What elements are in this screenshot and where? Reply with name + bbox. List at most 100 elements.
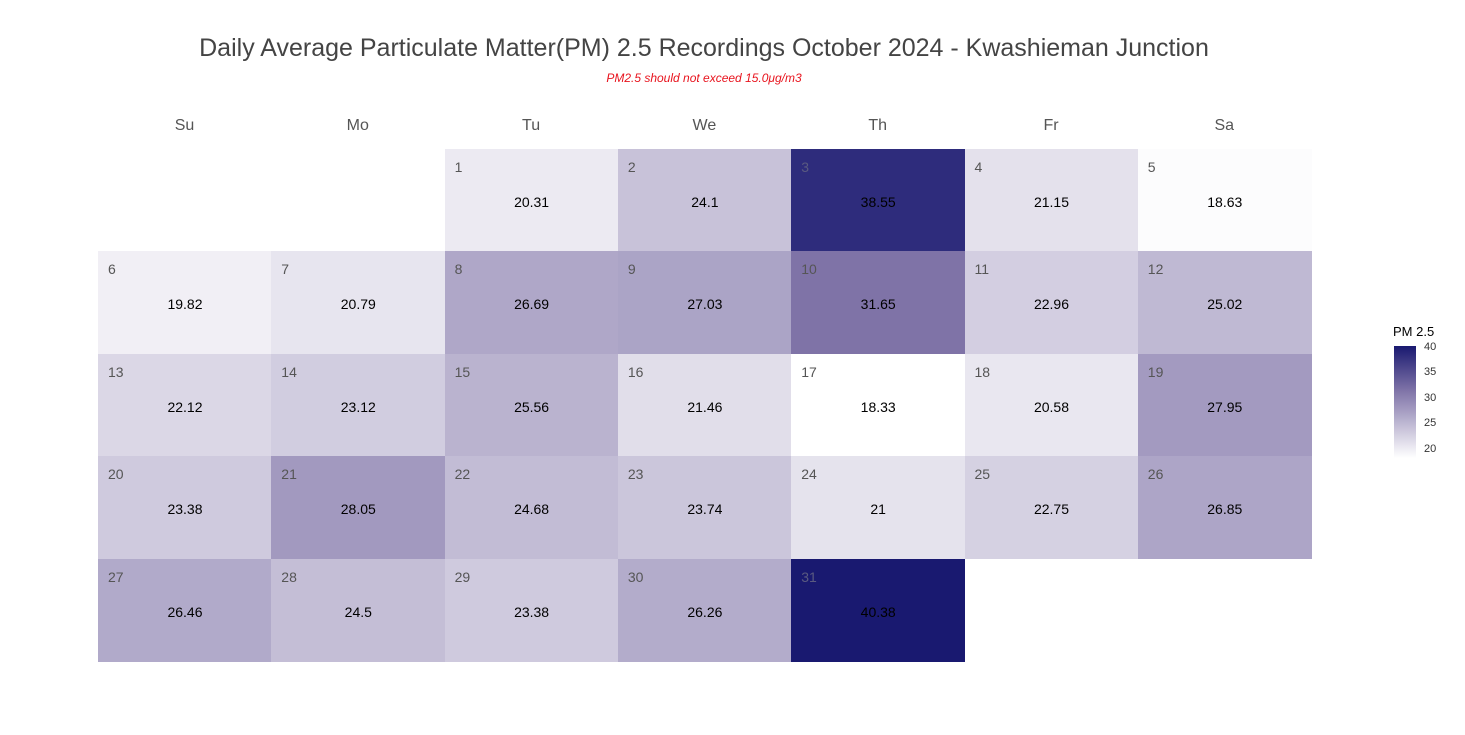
day-number: 5	[1147, 159, 1156, 175]
pm25-value-label: 31.65	[860, 296, 896, 313]
day-cell: 6 19.82	[98, 251, 272, 355]
pm25-value-label: 26.85	[1207, 501, 1243, 518]
day-number: 22	[454, 466, 471, 483]
day-number: 4	[974, 159, 983, 175]
pm25-value-label: 18.63	[1207, 194, 1243, 210]
day-cell: 14 23.12	[271, 353, 446, 457]
pm25-value-label: 24.1	[691, 194, 719, 210]
day-cell: 18 20.58	[964, 353, 1139, 457]
pm25-value-label: 22.12	[167, 398, 203, 415]
chart-subtitle: PM2.5 should not exceed 15.0μg/m3	[606, 71, 802, 85]
day-number: 23	[627, 466, 644, 483]
legend-tick-label: 30	[1424, 391, 1437, 404]
day-number: 1	[454, 159, 463, 175]
pm25-value-label: 26.69	[514, 296, 550, 313]
day-cell: 9 27.03	[617, 251, 792, 355]
day-number: 27	[108, 568, 124, 585]
pm25-value-label: 23.12	[340, 398, 376, 415]
pm25-value-label: 27.95	[1207, 398, 1243, 415]
day-number: 13	[108, 363, 124, 380]
day-cell: 24 21	[791, 456, 966, 560]
day-number: 18	[974, 363, 991, 380]
pm25-value-label: 24.5	[344, 603, 372, 620]
day-cell: 1 20.31	[444, 149, 619, 252]
day-number: 6	[108, 261, 116, 278]
day-number: 2	[627, 159, 636, 175]
weekday-label: Mo	[346, 117, 369, 134]
day-number: 26	[1147, 466, 1164, 483]
day-number: 7	[281, 261, 290, 278]
day-cell: 3 38.55	[791, 149, 966, 252]
pm25-value-label: 20.31	[514, 194, 550, 210]
pm25-value-label: 21	[870, 501, 886, 518]
pm25-value-label: 22.75	[1033, 501, 1070, 518]
day-cell: 22 24.68	[444, 456, 619, 560]
weekday-label: Sa	[1214, 117, 1235, 134]
day-cell: 30 26.26	[617, 558, 792, 662]
day-cell: 7 20.79	[271, 251, 446, 355]
day-number: 3	[801, 159, 809, 175]
pm25-value-label: 20.58	[1033, 398, 1070, 415]
pm25-value-label: 21.46	[687, 398, 723, 415]
day-cell: 17 18.33	[791, 353, 966, 457]
day-number: 14	[281, 363, 297, 380]
day-number: 15	[454, 363, 471, 380]
day-cell: 29 23.38	[444, 558, 619, 662]
pm25-value-label: 28.05	[340, 501, 376, 518]
day-cell: 28 24.5	[271, 558, 446, 662]
day-cell: 26 26.85	[1137, 456, 1312, 560]
pm25-value-label: 25.56	[514, 398, 550, 415]
weekday-label: Fr	[1043, 117, 1059, 134]
day-number: 25	[974, 466, 991, 483]
day-number: 9	[627, 261, 636, 278]
day-cell: 27 26.46	[98, 558, 272, 662]
pm25-value-label: 18.33	[860, 398, 896, 415]
day-number: 28	[281, 568, 297, 585]
day-cell: 2 24.1	[617, 149, 792, 252]
weekday-label: Th	[868, 117, 888, 134]
pm25-value-label: 21.15	[1033, 194, 1070, 210]
day-number: 16	[627, 363, 644, 380]
day-cell: 20 23.38	[98, 456, 272, 560]
legend-tick-label: 25	[1424, 417, 1437, 430]
pm25-value-label: 25.02	[1207, 296, 1243, 313]
day-cell: 13 22.12	[98, 353, 272, 457]
day-cell: 4 21.15	[964, 149, 1139, 252]
day-cell: 11 22.96	[964, 251, 1139, 355]
pm25-value-label: 23.38	[514, 603, 550, 620]
day-cell: 10 31.65	[791, 251, 966, 355]
day-number: 21	[281, 466, 297, 483]
day-cell: 25 22.75	[964, 456, 1139, 560]
day-number: 8	[454, 261, 463, 278]
pm25-value-label: 27.03	[687, 296, 723, 313]
pm25-value-label: 23.74	[687, 501, 723, 518]
chart-title: Daily Average Particulate Matter(PM) 2.5…	[199, 34, 1209, 62]
day-number: 31	[801, 568, 817, 585]
day-number: 19	[1147, 363, 1164, 380]
weekday-label: We	[692, 117, 717, 134]
day-number: 20	[108, 466, 124, 483]
day-cell: 31 40.38	[791, 558, 966, 662]
day-number: 29	[454, 568, 471, 585]
day-cell: 16 21.46	[617, 353, 792, 457]
day-number: 12	[1147, 261, 1164, 278]
legend-tick-label: 40	[1424, 340, 1437, 353]
day-cell: 12 25.02	[1137, 251, 1312, 355]
day-cell: 23 23.74	[617, 456, 792, 560]
day-number: 10	[801, 261, 817, 278]
day-number: 30	[627, 568, 644, 585]
day-cell: 21 28.05	[271, 456, 446, 560]
weekday-label: Tu	[522, 117, 541, 134]
pm25-value-label: 40.38	[860, 603, 896, 620]
day-number: 11	[974, 261, 990, 278]
legend-color-bar	[1394, 346, 1416, 458]
day-cell: 19 27.95	[1137, 353, 1312, 457]
pm25-value-label: 23.38	[167, 501, 203, 518]
pm25-value-label: 24.68	[514, 501, 550, 518]
legend-tick-label: 35	[1424, 366, 1437, 379]
pm25-value-label: 22.96	[1033, 296, 1070, 313]
day-number: 17	[801, 363, 817, 380]
pm25-value-label: 19.82	[167, 296, 203, 313]
day-cell: 5 18.63	[1137, 149, 1312, 252]
